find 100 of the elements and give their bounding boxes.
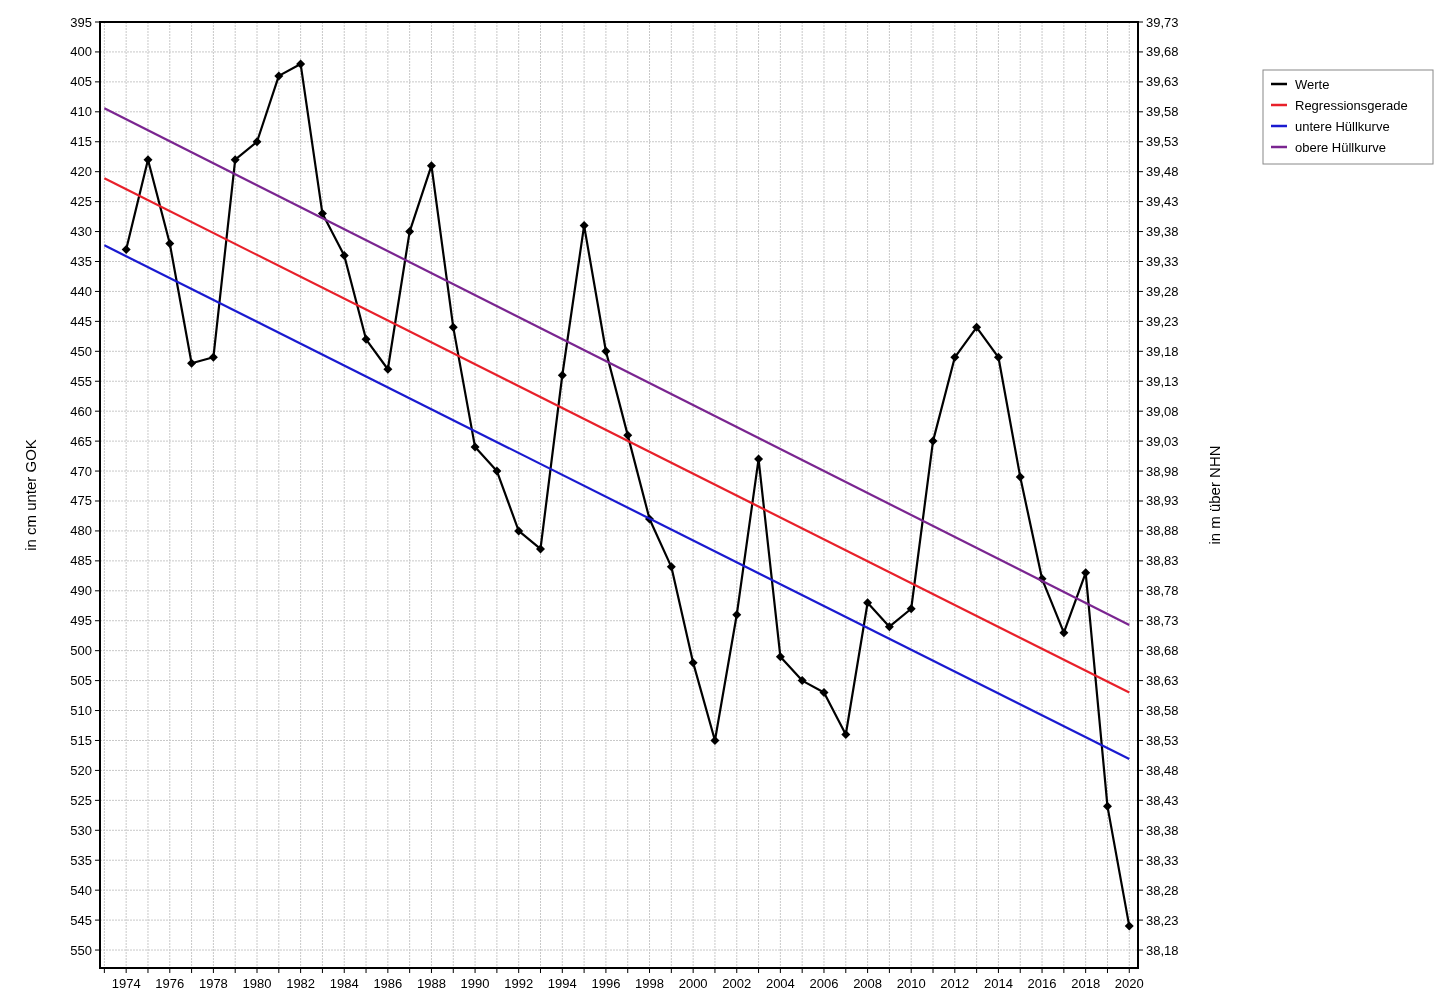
point bbox=[492, 466, 502, 476]
y2-tick-label: 39,58 bbox=[1146, 104, 1179, 120]
y-tick-label: 430 bbox=[70, 224, 92, 240]
y-tick-label: 540 bbox=[70, 882, 92, 898]
point bbox=[841, 729, 851, 739]
y-tick-label: 510 bbox=[70, 703, 92, 719]
y-tick-label: 440 bbox=[70, 283, 92, 299]
point bbox=[208, 352, 218, 362]
y2-tick-label: 39,63 bbox=[1146, 74, 1179, 90]
x-tick-label: 1974 bbox=[111, 976, 141, 991]
point bbox=[623, 430, 633, 440]
y2-tick-label: 38,58 bbox=[1146, 703, 1179, 719]
y-tick-label: 475 bbox=[70, 493, 92, 509]
y-tick-label: 505 bbox=[70, 673, 92, 689]
y2-tick-label: 38,78 bbox=[1146, 583, 1179, 599]
y2-tick-label: 39,48 bbox=[1146, 164, 1179, 180]
y2-tick-label: 38,18 bbox=[1146, 942, 1179, 958]
x-tick-label: 1992 bbox=[504, 976, 534, 991]
point bbox=[1102, 801, 1112, 811]
y-tick-label: 490 bbox=[70, 583, 92, 599]
y2-tick-label: 39,28 bbox=[1146, 283, 1179, 299]
y2-tick-label: 39,38 bbox=[1146, 224, 1179, 240]
point bbox=[557, 370, 567, 380]
y2-tick-label: 38,88 bbox=[1146, 523, 1179, 539]
y-tick-label: 485 bbox=[70, 553, 92, 569]
x-tick-label: 1998 bbox=[635, 976, 664, 991]
y2-tick-label: 39,18 bbox=[1146, 343, 1179, 359]
x-tick-label: 1976 bbox=[155, 976, 185, 991]
y2-tick-label: 38,23 bbox=[1146, 912, 1179, 928]
point bbox=[906, 604, 916, 614]
point bbox=[601, 346, 611, 356]
point bbox=[732, 610, 742, 620]
y-tick-label: 545 bbox=[70, 912, 92, 928]
point bbox=[1059, 628, 1069, 638]
y-tick-label: 480 bbox=[70, 523, 92, 539]
point bbox=[252, 137, 262, 147]
point bbox=[470, 442, 480, 452]
y2-tick-label: 39,03 bbox=[1146, 433, 1179, 449]
point bbox=[797, 676, 807, 686]
x-tick-label: 2020 bbox=[1114, 976, 1144, 991]
y-tick-label: 435 bbox=[70, 253, 92, 269]
y-tick-label: 495 bbox=[70, 613, 92, 629]
y-tick-label: 500 bbox=[70, 643, 92, 659]
x-tick-label: 2002 bbox=[722, 976, 752, 991]
point bbox=[536, 544, 545, 554]
y2-tick-label: 38,63 bbox=[1146, 673, 1179, 689]
point bbox=[274, 71, 284, 81]
y2-tick-label: 38,83 bbox=[1146, 553, 1179, 569]
y2-tick-label: 39,08 bbox=[1146, 403, 1179, 419]
y-tick-label: 535 bbox=[70, 852, 92, 868]
x-tick-label: 1996 bbox=[591, 976, 621, 991]
y-tick-label: 550 bbox=[70, 942, 92, 958]
y-tick-label: 520 bbox=[70, 762, 92, 778]
x-tick-label: 2018 bbox=[1071, 976, 1101, 991]
point bbox=[1124, 921, 1134, 931]
y2-tick-label: 38,33 bbox=[1146, 852, 1179, 868]
x-tick-label: 1994 bbox=[547, 976, 577, 991]
y2-tick-label: 39,68 bbox=[1146, 44, 1179, 60]
y2-tick-label: 39,13 bbox=[1146, 373, 1179, 389]
y-tick-label: 470 bbox=[70, 463, 92, 479]
x-tick-label: 1990 bbox=[460, 976, 490, 991]
point bbox=[514, 526, 524, 536]
y-tick-label: 395 bbox=[70, 14, 92, 30]
y-tick-label: 445 bbox=[70, 313, 92, 329]
y2-tick-label: 39,73 bbox=[1146, 14, 1179, 30]
x-tick-label: 2010 bbox=[896, 976, 926, 991]
y-tick-label: 450 bbox=[70, 343, 92, 359]
y-tick-label: 420 bbox=[70, 164, 92, 180]
y2-tick-label: 39,23 bbox=[1146, 313, 1179, 329]
x-tick-label: 2006 bbox=[809, 976, 839, 991]
x-tick-label: 2016 bbox=[1027, 976, 1057, 991]
x-tick-label: 1980 bbox=[242, 976, 272, 991]
y-tick-label: 455 bbox=[70, 373, 92, 389]
point bbox=[666, 562, 676, 572]
y2-tick-label: 38,98 bbox=[1146, 463, 1179, 479]
point bbox=[448, 322, 458, 332]
point bbox=[405, 227, 415, 237]
point bbox=[230, 155, 240, 165]
y-tick-label: 465 bbox=[70, 433, 92, 449]
point bbox=[1015, 472, 1025, 482]
point bbox=[688, 658, 698, 668]
point bbox=[775, 652, 785, 662]
y-tick-label: 515 bbox=[70, 732, 92, 748]
y-tick-label: 525 bbox=[70, 792, 92, 808]
y-tick-label: 415 bbox=[70, 134, 92, 150]
y2-tick-label: 38,43 bbox=[1146, 792, 1179, 808]
y2-tick-label: 38,48 bbox=[1146, 762, 1179, 778]
legend-label: untere Hüllkurve bbox=[1295, 119, 1390, 134]
y-axis-title: in cm unter GOK bbox=[22, 439, 39, 551]
point bbox=[993, 352, 1003, 362]
legend-label: Werte bbox=[1295, 77, 1330, 92]
x-tick-label: 2004 bbox=[765, 976, 795, 991]
point bbox=[165, 239, 175, 249]
point bbox=[950, 352, 960, 362]
y2-tick-label: 38,28 bbox=[1146, 882, 1179, 898]
y-tick-label: 530 bbox=[70, 822, 92, 838]
point bbox=[296, 59, 306, 69]
y2-tick-label: 38,68 bbox=[1146, 643, 1179, 659]
y2-tick-label: 38,53 bbox=[1146, 732, 1179, 748]
y-tick-label: 460 bbox=[70, 403, 92, 419]
